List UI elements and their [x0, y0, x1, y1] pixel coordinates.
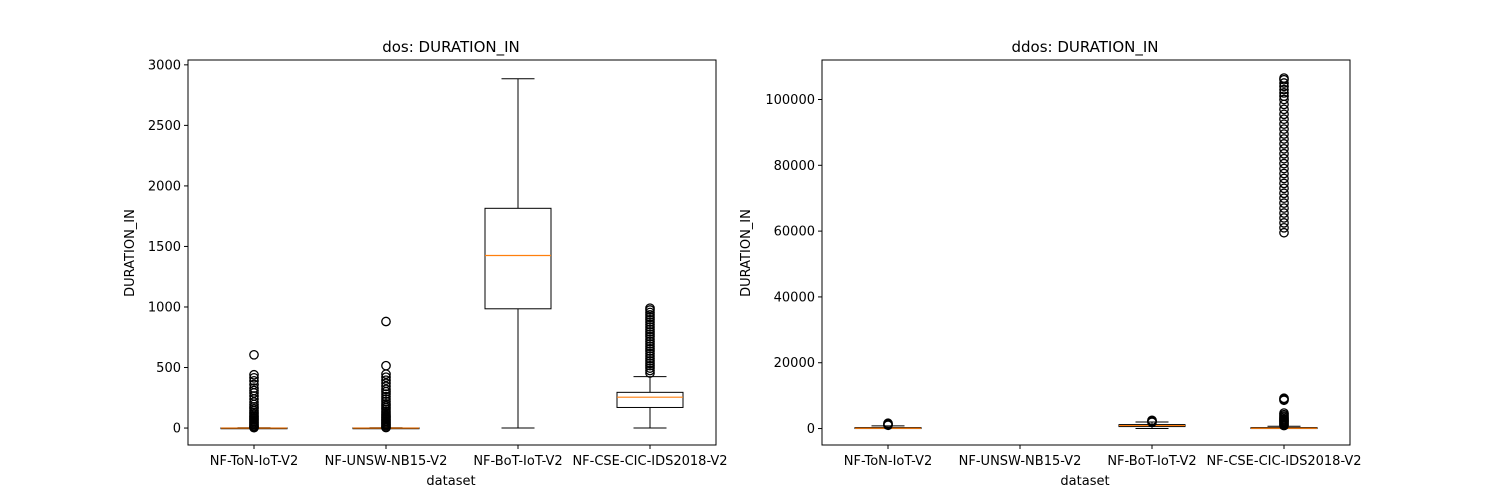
y-tick-label: 2500 [148, 119, 181, 134]
outlier-point [1279, 84, 1289, 95]
outlier-point [249, 349, 259, 360]
outlier-point [1279, 129, 1289, 139]
outlier-point [1279, 114, 1289, 125]
box-plot-nf-unsw-nb15-v2 [352, 316, 420, 433]
x-tick-label: NF-CSE-CIC-IDS2018-V2 [572, 454, 727, 469]
outlier-point [645, 303, 655, 314]
outlier-point [249, 397, 259, 407]
x-tick-label: NF-CSE-CIC-IDS2018-V2 [1206, 454, 1361, 469]
outlier-point [1279, 408, 1289, 418]
outlier-point [1279, 168, 1289, 179]
x-tick-label: NF-BoT-IoT-V2 [1107, 454, 1196, 469]
outlier-point [381, 378, 391, 389]
outlier-point [1279, 109, 1289, 120]
outlier-point [249, 372, 259, 383]
y-tick-label: 20000 [774, 356, 815, 371]
outlier-point [381, 372, 391, 383]
plot-area: 0 500 1000 1500 2000 2500 3000 NF-ToN-IoT-V2 NF-… [148, 58, 728, 469]
outlier-point [381, 375, 391, 386]
y-tick-label: 100000 [765, 93, 815, 108]
x-tick-label: NF-ToN-IoT-V2 [844, 454, 932, 469]
y-tick-label: 0 [807, 422, 815, 437]
x-tick-label: NF-UNSW-NB15-V2 [959, 454, 1082, 469]
box [616, 391, 684, 408]
outlier-point [1279, 393, 1289, 404]
x-tick-label: NF-BoT-IoT-V2 [473, 454, 562, 469]
ddos-duration-panel: ddos: DURATION_IN dataset DURATION_IN 0 2… [739, 38, 1362, 489]
dos-duration-panel: dos: DURATION_IN dataset DURATION_IN 0 50… [123, 38, 728, 489]
y-tick-label: 40000 [774, 290, 815, 305]
outlier-point [1279, 134, 1289, 144]
outlier-point [1279, 119, 1289, 130]
outlier-point [249, 375, 259, 386]
outlier-point [1279, 208, 1289, 218]
outlier-point [1279, 183, 1289, 194]
outlier-point [1279, 73, 1289, 83]
outlier-point [1279, 193, 1289, 204]
y-axis-label: DURATION_IN [739, 209, 754, 297]
outlier-point [1279, 94, 1289, 105]
outlier-point [1279, 203, 1289, 213]
outlier-point [249, 383, 259, 393]
box-plot-nf-ton-iot-v2 [854, 418, 922, 431]
outlier-point [1279, 153, 1289, 164]
box [484, 207, 552, 310]
outlier-point [1279, 88, 1289, 98]
outlier-point [1279, 158, 1289, 169]
x-tick-label: NF-UNSW-NB15-V2 [325, 454, 448, 469]
y-tick-label: 500 [156, 361, 181, 376]
outlier-point [883, 418, 893, 429]
y-tick-label: 60000 [774, 225, 815, 240]
outlier-point [381, 316, 391, 327]
chart-title: dos: DURATION_IN [382, 38, 520, 57]
x-axis-label: dataset [1060, 474, 1109, 489]
outlier-point [1279, 143, 1289, 154]
box-plot-nf-ton-iot-v2 [220, 349, 288, 433]
plot-area: 0 20000 40000 60000 80000 100000 NF-ToN-IoT-V2… [765, 59, 1362, 469]
axes-frame [187, 59, 717, 446]
chart-title: ddos: DURATION_IN [1011, 38, 1158, 57]
outlier-point [1279, 173, 1289, 184]
outlier-point [381, 381, 391, 392]
outlier-point [381, 360, 391, 371]
outlier-point [1279, 218, 1289, 228]
outlier-point [1279, 188, 1289, 199]
outlier-point [1279, 148, 1289, 159]
axes-frame [821, 59, 1351, 446]
outlier-point [249, 369, 259, 380]
y-tick-label: 3000 [148, 58, 181, 73]
outlier-point [1279, 139, 1289, 149]
outlier-point [249, 379, 259, 390]
y-tick-label: 2000 [148, 179, 181, 194]
outlier-point [1279, 124, 1289, 134]
x-tick-label: NF-ToN-IoT-V2 [210, 454, 298, 469]
outlier-point [1279, 222, 1289, 233]
outlier-point [1279, 78, 1289, 88]
outlier-point [1279, 104, 1289, 115]
box-plot-nf-bot-iot-v2 [484, 78, 552, 429]
outlier-point [1279, 227, 1289, 238]
outlier-point [381, 384, 391, 395]
outlier-point [1279, 198, 1289, 208]
y-tick-label: 1500 [148, 240, 181, 255]
outlier-point [1279, 178, 1289, 189]
outlier-point [1279, 213, 1289, 223]
y-tick-label: 0 [173, 422, 181, 437]
y-tick-label: 80000 [774, 159, 815, 174]
box-plot-nf-cse-cic-ids2018-v2 [1250, 73, 1318, 431]
box-plot-nf-cse-cic-ids2018-v2 [616, 303, 684, 429]
x-axis-label: dataset [426, 474, 475, 489]
y-tick-label: 1000 [148, 300, 181, 315]
outlier-point [1279, 163, 1289, 174]
box-plot-nf-bot-iot-v2 [1118, 415, 1186, 430]
outlier-point [1147, 415, 1157, 426]
y-axis-label: DURATION_IN [123, 209, 138, 297]
outlier-point [1279, 91, 1289, 102]
